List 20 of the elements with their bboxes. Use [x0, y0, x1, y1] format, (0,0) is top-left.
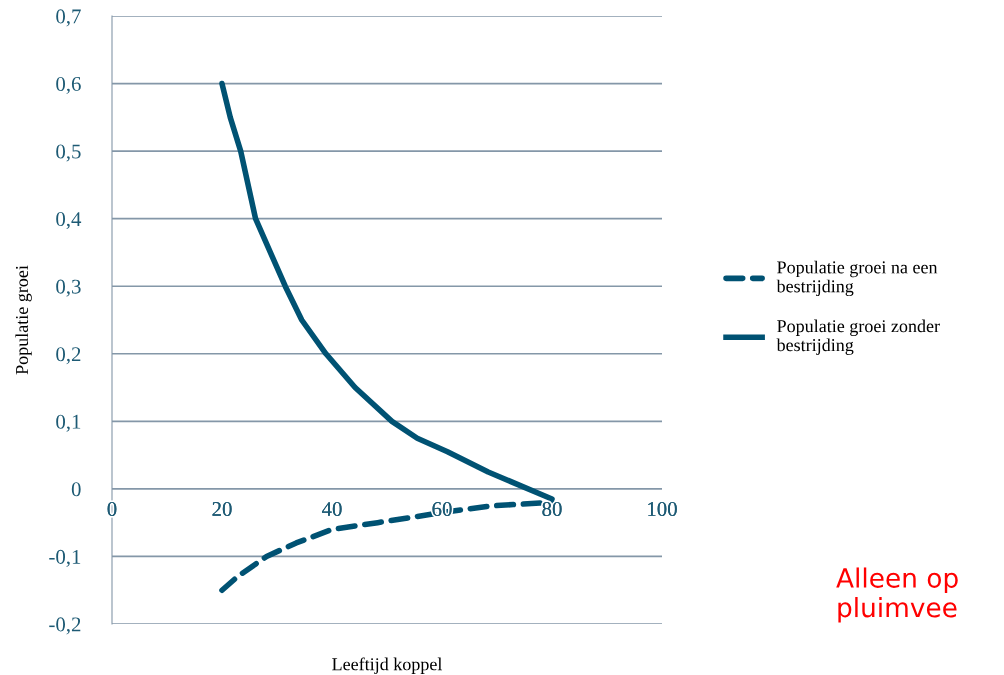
legend-label: Populatie groei na een bestrijding	[776, 260, 938, 297]
y-tick-label: 0	[71, 482, 81, 497]
text: Alleen op pluimvee	[836, 567, 958, 623]
y-tick-label: 0,1	[56, 414, 81, 432]
x-tick-label: 0	[107, 501, 117, 517]
y-tick-label: -0,1	[49, 549, 81, 567]
x-tick-label: 40	[321, 501, 342, 517]
y-tick-label: 0,3	[56, 279, 81, 297]
y-tick-label: -0,2	[49, 617, 81, 635]
x-axis-title: Leeftijd koppel	[332, 657, 443, 674]
x-tick-label: 100	[648, 501, 677, 517]
y-tick-label: 0,6	[56, 76, 81, 94]
y-axis-title: Populatie groei	[15, 265, 32, 375]
x-tick-label: 20	[212, 501, 232, 517]
x-tick-label: 80	[542, 501, 562, 517]
y-tick-label: 0,4	[56, 212, 82, 230]
y-tick-label: 0,2	[56, 347, 81, 365]
y-tick-label: 0,7	[56, 9, 81, 27]
legend-label: Populatie groei zonder bestrijding	[776, 319, 940, 355]
y-tick-label: 0,5	[56, 144, 81, 162]
